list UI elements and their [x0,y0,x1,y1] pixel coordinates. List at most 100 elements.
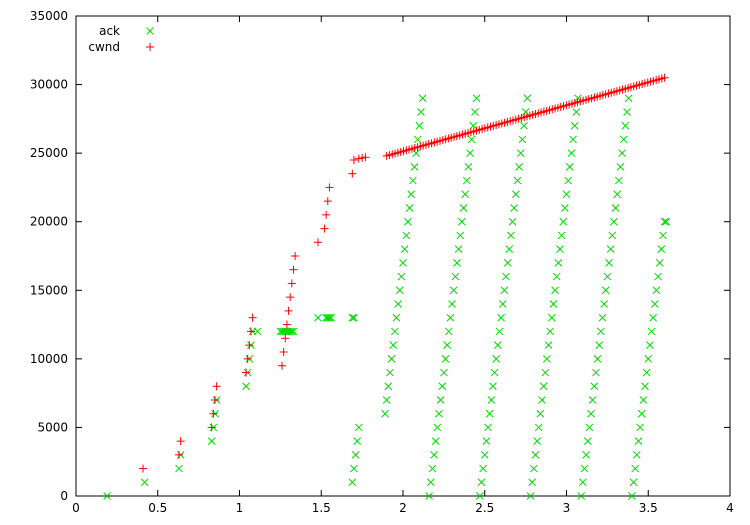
ack-point [613,190,622,199]
ack-point [536,409,545,418]
ack-point [593,355,602,363]
ack-point [529,464,538,473]
ack-point [402,231,411,240]
ack-point [588,396,597,404]
cwnd-point [278,361,287,370]
ack-point [538,396,546,404]
ack-point [605,259,613,267]
x-tick-label: 3 [563,501,571,515]
x-tick-label: 1.5 [312,501,331,515]
ack-point [616,163,625,171]
cwnd-point [284,306,293,315]
ack-point [543,355,551,363]
ack-point [601,286,610,295]
ack-point [502,272,510,281]
ack-point [449,286,458,295]
ack-point [508,217,517,226]
ack-point [453,259,461,267]
ack-point [541,368,550,377]
ack-point [395,286,404,295]
cwnd-point [175,450,184,459]
ack-point [489,382,497,391]
cwnd-point [176,437,185,446]
ack-point [448,300,456,308]
ack-point [286,327,295,336]
y-tick-label: 5000 [37,420,68,434]
ack-point [480,451,489,459]
ack-point [469,121,478,130]
ack-point [623,108,631,116]
ack-point [554,259,563,267]
cwnd-point [243,354,252,363]
ack-point [350,464,358,473]
ack-point [533,437,541,445]
ack-point [603,272,612,281]
ack-point [561,204,569,212]
legend-label-cwnd: cwnd [88,40,120,54]
y-tick-label: 35000 [30,9,68,23]
ack-point [513,176,522,185]
ack-point [399,259,407,267]
ack-point [650,300,659,308]
ack-point [490,368,499,377]
legend-label-ack: ack [99,24,120,38]
ack-point [498,300,507,308]
cwnd-point [248,313,257,322]
ack-point [441,355,450,363]
ack-point [436,396,445,404]
ack-point [644,355,653,363]
ack-point [557,231,566,240]
ack-point [444,327,453,336]
ack-point [662,217,671,226]
cwnd-point [212,382,221,391]
ack-point [484,423,492,432]
ack-point [655,259,664,267]
cwnd-point [313,238,322,247]
cwnd-point [246,327,255,336]
ack-point [614,176,623,185]
ack-point [325,313,334,322]
x-axis: 0 0.5 1 1.5 2 2.5 3 3.5 4 [72,16,734,515]
ack-point [500,286,509,295]
ack-point [495,327,504,336]
ack-point [350,313,358,322]
ack-point [451,272,460,281]
ack-point [642,368,651,377]
ack-point [390,327,399,336]
ack-point [323,313,332,322]
ack-point [634,437,643,445]
ack-point [562,190,571,199]
ack-point [475,492,484,500]
ack-point [482,437,491,445]
ack-point [552,272,561,281]
ack-point [578,478,587,487]
ack-point [565,163,574,171]
ack-point [564,176,572,185]
x-tick-label: 3.5 [639,501,658,515]
ack-point [556,245,564,253]
cwnd-point [286,293,295,302]
ack-point [585,423,594,432]
ack-point [619,135,628,144]
ack-point [507,231,515,240]
ack-point [458,217,466,226]
cwnd-point [358,153,367,162]
ack-point [438,382,447,391]
x-tick-label: 2 [399,501,407,515]
ack-point [287,327,296,336]
ack-point [410,163,419,171]
legend-markers [146,27,154,51]
ack-point [583,437,592,445]
ack-point [459,204,468,212]
ack-point [387,355,396,363]
ack-point [521,108,530,116]
ack-point [353,437,362,445]
ack-point [641,382,649,391]
ack-point [477,478,486,487]
ack-point [426,478,435,487]
ack-point [464,163,473,171]
ack-point [412,149,420,157]
ack-point [649,313,658,322]
ack-point [242,382,250,391]
cwnd-point [279,348,288,356]
